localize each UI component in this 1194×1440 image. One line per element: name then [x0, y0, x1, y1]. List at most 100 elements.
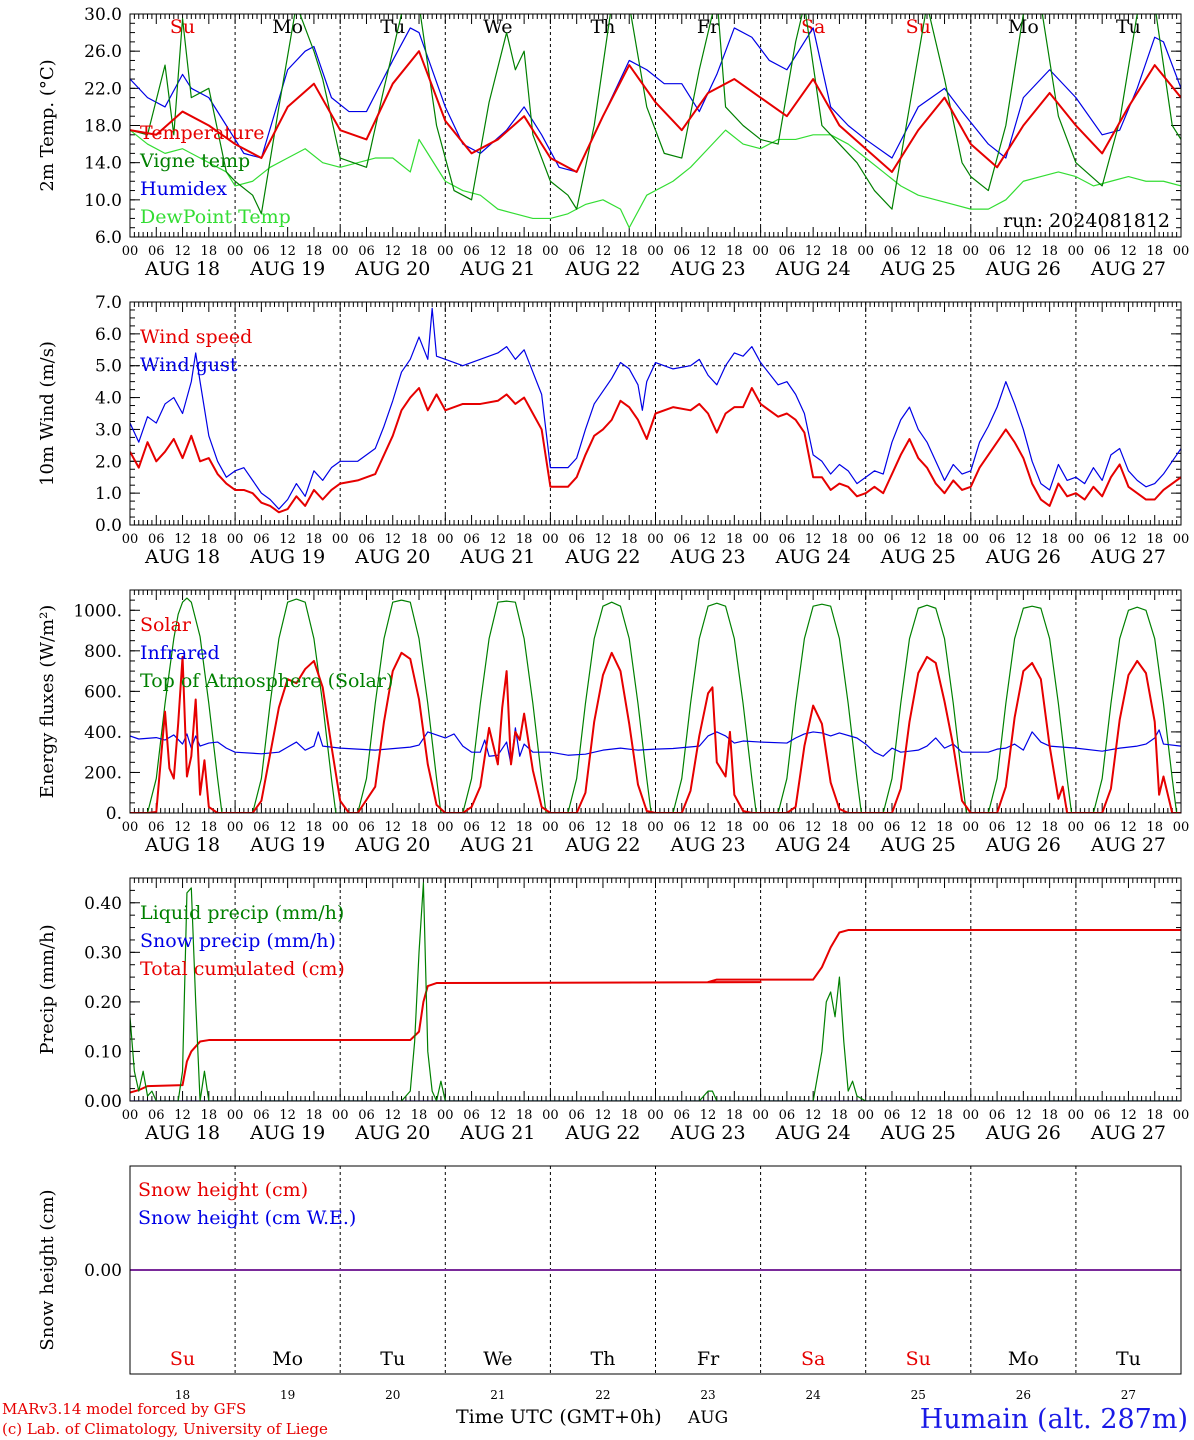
hour-label: 06	[568, 820, 585, 835]
y-tick-label: 0.	[106, 804, 122, 824]
y-tick-label: 6.0	[95, 228, 122, 248]
day-label: AUG 20	[354, 1122, 430, 1144]
hour-label: 06	[989, 244, 1006, 259]
day-label: AUG 23	[669, 258, 745, 280]
hour-label: 12	[1015, 244, 1032, 259]
hour-label: 06	[358, 244, 375, 259]
y-tick-label: 600.	[84, 682, 122, 702]
y-axis-label: Energy fluxes (W/m²)	[37, 605, 58, 799]
hour-label: 12	[700, 820, 717, 835]
hour-label: 06	[989, 820, 1006, 835]
hour-label: 12	[490, 820, 507, 835]
series-group	[130, 14, 1181, 229]
hour-label: 12	[490, 244, 507, 259]
hour-label: 06	[1094, 1108, 1111, 1123]
day-label: AUG 18	[144, 1122, 220, 1144]
panel-5: 0.00 Su 18 Mo 19 Tu 20 We 21 Th 22 Fr 23 Sa 24 Su 25 Mo 26…	[37, 1165, 1182, 1402]
weekday-label: Tu	[380, 1348, 405, 1370]
weekday-label: Sa	[801, 16, 825, 38]
hour-label: 00	[752, 532, 769, 547]
y-tick-label: 0.00	[84, 1261, 122, 1281]
y-tick-label: 4.0	[95, 389, 122, 409]
legend-entry: Snow height (cm)	[138, 1179, 308, 1201]
hour-label: 06	[358, 820, 375, 835]
hour-label: 18	[831, 820, 848, 835]
hour-label: 00	[963, 1108, 980, 1123]
hour-label: 00	[227, 532, 244, 547]
y-axis-label: 2m Temp. (°C)	[37, 59, 58, 191]
weekday-label: Fr	[697, 16, 720, 38]
day-label: AUG 24	[775, 1122, 851, 1144]
weekday-label: Sa	[801, 1348, 825, 1370]
hour-label: 18	[411, 1108, 428, 1123]
hour-label: 18	[1041, 244, 1058, 259]
day-number: 18	[175, 1388, 190, 1402]
y-tick-label: 0.30	[84, 943, 122, 963]
series-line-humidex	[130, 27, 1181, 173]
hour-label: 06	[148, 244, 165, 259]
hour-label: 06	[989, 532, 1006, 547]
hour-label: 06	[1094, 820, 1111, 835]
hour-label: 18	[411, 532, 428, 547]
hour-label: 00	[437, 1108, 454, 1123]
legend-entry: Humidex	[140, 178, 227, 200]
series-line-infrared	[130, 727, 1181, 765]
y-tick-label: 26.0	[84, 42, 122, 62]
day-label: AUG 27	[1090, 1122, 1166, 1144]
hour-label: 12	[910, 1108, 927, 1123]
day-number: 22	[595, 1388, 610, 1402]
series-line-wind-gust	[130, 307, 1181, 510]
legend-entry: Snow precip (mm/h)	[140, 930, 336, 952]
day-number: 21	[490, 1388, 505, 1402]
hour-label: 06	[779, 532, 796, 547]
plot-frame	[129, 13, 1182, 238]
day-label: AUG 18	[144, 546, 220, 568]
hour-label: 12	[384, 244, 401, 259]
hour-label: 18	[936, 1108, 953, 1123]
y-tick-label: 10.0	[84, 191, 122, 211]
hour-label: 12	[805, 820, 822, 835]
hour-label: 12	[174, 244, 191, 259]
hour-label: 00	[1068, 820, 1085, 835]
hour-label: 06	[989, 1108, 1006, 1123]
series-line-wind-speed	[130, 387, 1181, 514]
hour-label: 12	[700, 244, 717, 259]
hour-label: 18	[516, 244, 533, 259]
legend-entry: Wind speed	[140, 326, 252, 348]
weekday-label: Mo	[272, 16, 303, 38]
day-label: AUG 23	[669, 1122, 745, 1144]
legend-entry: Snow height (cm W.E.)	[138, 1207, 356, 1229]
plot-frame	[129, 1165, 1182, 1375]
hour-label: 18	[1146, 532, 1163, 547]
hour-label: 06	[148, 1108, 165, 1123]
legend-entry: Solar	[140, 614, 192, 636]
day-label: AUG 25	[880, 1122, 956, 1144]
hour-label: 18	[1146, 1108, 1163, 1123]
hour-label: 12	[279, 532, 296, 547]
hour-label: 12	[490, 532, 507, 547]
hour-label: 12	[910, 820, 927, 835]
weekday-label: Mo	[1008, 16, 1039, 38]
day-label: AUG 22	[564, 1122, 640, 1144]
day-label: AUG 21	[459, 1122, 535, 1144]
hour-label: 12	[595, 1108, 612, 1123]
hour-label: 00	[857, 820, 874, 835]
weekday-label: Mo	[1008, 1348, 1039, 1370]
hour-label: 12	[595, 532, 612, 547]
hour-label: 00	[542, 820, 559, 835]
hour-label: 18	[621, 1108, 638, 1123]
hour-label: 18	[201, 820, 218, 835]
weekday-label: Tu	[1116, 1348, 1141, 1370]
model-credit: MARv3.14 model forced by GFS	[2, 1400, 246, 1418]
hour-label: 00	[647, 820, 664, 835]
y-axis-label: Precip (mm/h)	[37, 924, 58, 1054]
day-label: AUG 19	[249, 1122, 325, 1144]
hour-label: 00	[122, 244, 139, 259]
y-tick-label: 14.0	[84, 154, 122, 174]
legend-entry: DewPoint Temp	[140, 206, 291, 228]
hour-label: 12	[279, 820, 296, 835]
hour-label: 12	[174, 532, 191, 547]
hour-label: 12	[805, 1108, 822, 1123]
y-tick-label: 1.0	[95, 484, 122, 504]
hour-label: 00	[752, 1108, 769, 1123]
